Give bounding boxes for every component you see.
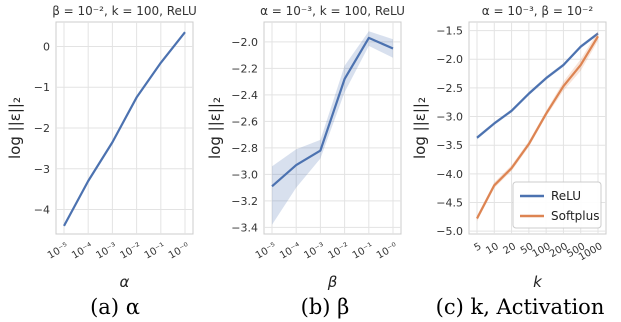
y-tick-label: −3.5: [436, 139, 463, 152]
series-line-relu: [476, 32, 599, 139]
y-tick-label: −3.0: [231, 168, 258, 181]
y-tick-label: −2.8: [231, 142, 258, 155]
y-tick-label: −3.0: [436, 111, 463, 124]
chart-panel-alpha: 0−1−2−3−410⁻⁵ 10⁻⁴ 10⁻³ 10⁻² 10⁻¹ 10⁻⁰β = 10⁻…: [6, 4, 197, 319]
y-axis-label: log ||ε||₂: [206, 97, 224, 159]
y-tick-label: −3.4: [231, 221, 258, 234]
x-axis-label: β: [327, 273, 338, 291]
x-axis-label: k: [533, 273, 543, 291]
panel-caption: (c) k, Activation: [436, 295, 605, 319]
panel-caption: (a) α: [90, 295, 140, 319]
plot-area: [263, 21, 402, 235]
chart-title: α = 10⁻³, k = 100, ReLU: [260, 4, 405, 18]
confidence-band: [272, 31, 393, 225]
y-tick-label: −2.4: [231, 89, 258, 102]
y-tick-label: −4: [34, 204, 50, 217]
legend-entry: ReLU: [551, 189, 581, 203]
panel-caption: (b) β: [301, 295, 350, 319]
y-tick-label: 0: [43, 40, 50, 53]
y-tick-label: −2.0: [231, 36, 258, 49]
chart-title: α = 10⁻³, β = 10⁻²: [482, 4, 594, 18]
x-axis-label: α: [120, 273, 130, 291]
y-axis-label: log ||ε||₂: [6, 97, 24, 159]
y-tick-label: −2.6: [231, 115, 258, 128]
chart-panel-beta: −2.0−2.2−2.4−2.6−2.8−3.0−3.2−3.410⁻⁵ 10⁻⁴…: [206, 4, 405, 319]
y-tick-label: −2: [34, 122, 50, 135]
y-tick-label: −4.5: [436, 196, 463, 209]
legend-entry: Softplus: [551, 209, 600, 223]
y-tick-label: −3: [34, 163, 50, 176]
y-tick-label: −5.0: [436, 225, 463, 238]
legend: ReLU Softplus: [512, 181, 602, 229]
x-tick-label: 5: [472, 241, 483, 254]
series-line: [63, 31, 186, 227]
chart-panel-k-activation: −1.5−2.0−2.5−3.0−3.5−4.0−4.5−5.05 10 20 501…: [411, 4, 607, 319]
series-line-softplus: [476, 35, 599, 220]
y-tick-label: −3.2: [231, 195, 258, 208]
y-tick-label: −2.5: [436, 82, 463, 95]
y-tick-label: −2.0: [436, 53, 463, 66]
y-tick-label: −1: [34, 81, 50, 94]
y-axis-label: log ||ε||₂: [411, 97, 429, 159]
chart-title: β = 10⁻², k = 100, ReLU: [52, 4, 197, 18]
y-tick-label: −2.2: [231, 62, 258, 75]
series-line: [271, 36, 394, 188]
y-tick-label: −1.5: [436, 25, 463, 38]
y-tick-label: −4.0: [436, 168, 463, 181]
